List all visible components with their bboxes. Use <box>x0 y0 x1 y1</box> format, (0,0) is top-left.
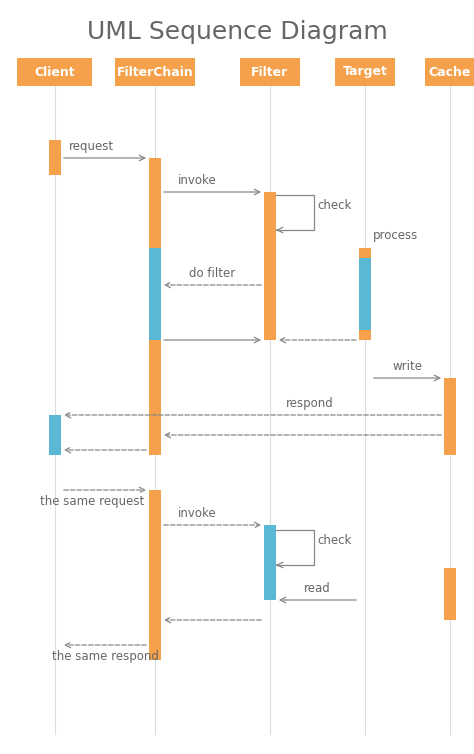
Bar <box>49 140 61 175</box>
Text: read: read <box>304 582 331 595</box>
Text: do filter: do filter <box>190 267 236 280</box>
Text: respond: respond <box>286 397 334 410</box>
Text: Cache: Cache <box>429 66 471 78</box>
Bar <box>18 58 92 86</box>
Text: write: write <box>392 360 422 373</box>
Text: UML Sequence Diagram: UML Sequence Diagram <box>87 20 387 44</box>
Text: the same request: the same request <box>40 495 144 508</box>
Text: the same respond: the same respond <box>52 650 158 663</box>
Bar <box>444 378 456 455</box>
Bar <box>264 525 276 600</box>
Bar <box>49 415 61 455</box>
Bar <box>149 248 161 340</box>
Bar <box>149 490 161 660</box>
Text: Filter: Filter <box>251 66 289 78</box>
Text: Target: Target <box>343 66 387 78</box>
Bar <box>335 58 395 86</box>
Bar <box>425 58 474 86</box>
Bar <box>264 192 276 340</box>
Text: Client: Client <box>35 66 75 78</box>
Text: request: request <box>69 140 114 153</box>
Bar <box>115 58 195 86</box>
Text: invoke: invoke <box>178 174 217 187</box>
Bar <box>359 258 371 330</box>
Text: process: process <box>373 229 418 242</box>
Bar <box>359 248 371 340</box>
Text: invoke: invoke <box>178 507 217 520</box>
Text: check: check <box>317 199 351 212</box>
Text: FilterChain: FilterChain <box>117 66 193 78</box>
Bar <box>444 568 456 620</box>
Bar <box>149 158 161 455</box>
Bar <box>240 58 300 86</box>
Text: check: check <box>317 534 351 547</box>
